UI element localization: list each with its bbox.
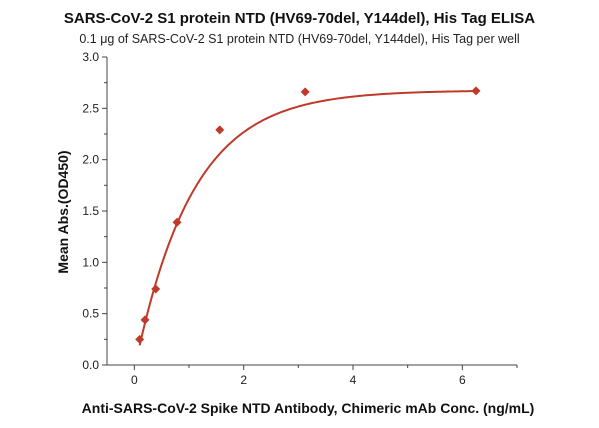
y-tick-label: 2.0 bbox=[82, 153, 99, 167]
chart-title: SARS-CoV-2 S1 protein NTD (HV69-70del, Y… bbox=[63, 10, 536, 27]
fit-curve bbox=[138, 90, 477, 346]
x-axis-label: Anti-SARS-CoV-2 Spike NTD Antibody, Chim… bbox=[82, 400, 535, 416]
x-tick-label: 6 bbox=[459, 373, 466, 387]
y-tick-label: 0.0 bbox=[82, 358, 99, 372]
fit-curve-layer bbox=[138, 90, 477, 346]
data-point bbox=[135, 334, 145, 344]
y-tick-label: 1.0 bbox=[82, 255, 99, 269]
data-point bbox=[300, 87, 310, 97]
y-tick-label: 2.5 bbox=[82, 101, 99, 115]
data-point bbox=[140, 315, 150, 325]
data-point bbox=[172, 217, 182, 227]
data-point bbox=[151, 284, 161, 294]
axes: 0.0 0.5 1.0 1.5 2.0 2.5 3.0 0 2 4 6 bbox=[82, 50, 518, 387]
y-tick-label: 1.5 bbox=[82, 204, 99, 218]
chart-subtitle: 0.1 μg of SARS-CoV-2 S1 protein NTD (HV6… bbox=[79, 32, 520, 46]
y-axis-label: Mean Abs.(OD450) bbox=[55, 150, 71, 273]
data-points-layer bbox=[135, 86, 481, 344]
data-point bbox=[471, 86, 481, 96]
y-tick-label: 0.5 bbox=[82, 307, 99, 321]
data-point bbox=[215, 125, 225, 135]
x-tick-label: 4 bbox=[350, 373, 357, 387]
x-tick-label: 2 bbox=[240, 373, 247, 387]
y-tick-label: 3.0 bbox=[82, 50, 99, 64]
x-tick-label: 0 bbox=[131, 373, 138, 387]
